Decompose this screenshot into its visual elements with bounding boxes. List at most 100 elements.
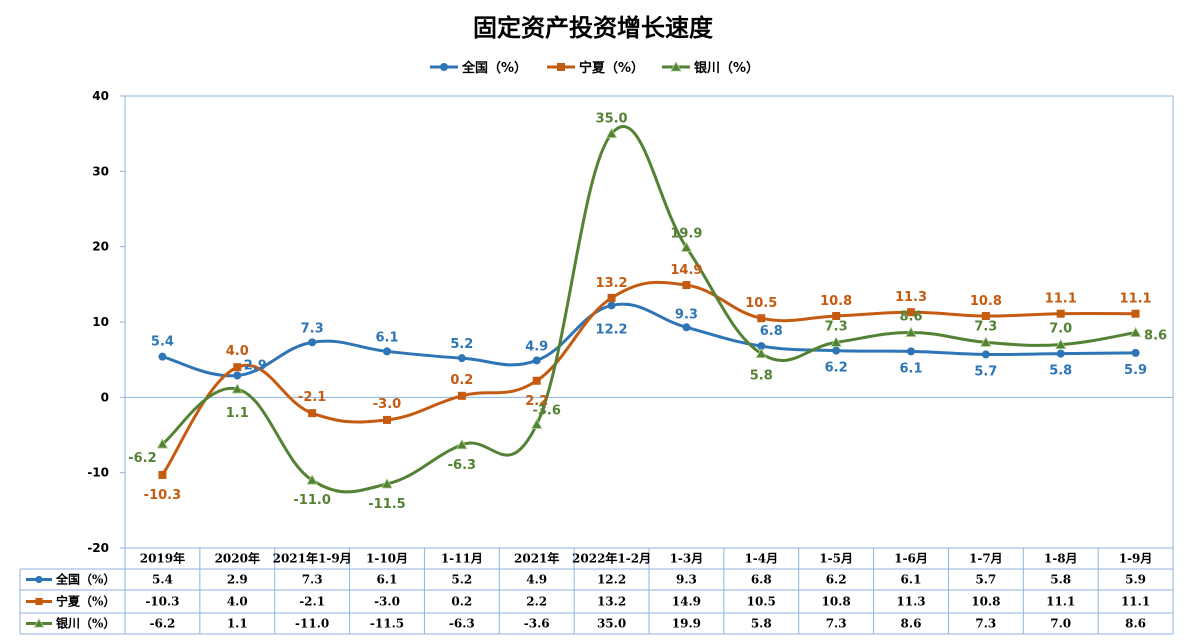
data-point — [531, 418, 543, 429]
data-label: -11.5 — [368, 497, 405, 512]
data-label: 19.9 — [670, 226, 702, 241]
table-row-label: 宁夏（%） — [56, 594, 115, 609]
table-cell: 6.8 — [751, 573, 772, 587]
x-tick-label: 1-7月 — [969, 552, 1003, 566]
table-cell: 7.3 — [975, 617, 996, 631]
data-label: 5.7 — [974, 364, 997, 379]
data-point — [757, 314, 766, 323]
data-label: 10.5 — [745, 296, 777, 311]
data-label: 0.2 — [450, 373, 473, 388]
data-label: -3.0 — [373, 397, 401, 412]
table-cell: 4.9 — [526, 573, 547, 587]
data-label: 7.3 — [974, 319, 997, 334]
data-label: 5.4 — [151, 335, 174, 350]
data-label: -6.3 — [448, 458, 476, 473]
x-tick-label: 1-9月 — [1119, 552, 1153, 566]
data-point — [457, 391, 466, 400]
x-tick-label: 1-11月 — [441, 552, 483, 566]
legend-label-0: 全国（%） — [461, 60, 527, 76]
table-cell: 5.4 — [152, 573, 173, 587]
data-point — [832, 346, 841, 355]
table-cell: 9.3 — [676, 573, 697, 587]
data-label: 9.3 — [675, 307, 698, 322]
data-point — [308, 338, 317, 347]
table-cell: -3.0 — [374, 595, 400, 609]
data-point — [682, 323, 691, 332]
table-cell: 10.8 — [971, 595, 1000, 609]
data-label: 12.2 — [596, 322, 628, 337]
y-tick-label: -10 — [87, 466, 109, 480]
x-tick-label: 2021年1-9月 — [273, 551, 352, 566]
table-cell: 1.1 — [227, 617, 248, 631]
legend-label-1: 宁夏（%） — [579, 60, 644, 76]
table-cell: 5.9 — [1125, 573, 1146, 587]
table-cell: 2.9 — [227, 573, 248, 587]
data-label: 5.8 — [750, 369, 773, 384]
data-label: 8.6 — [1144, 329, 1167, 344]
data-label: 6.2 — [825, 361, 848, 376]
table-cell: 11.3 — [896, 595, 925, 609]
data-point — [680, 241, 693, 252]
table-cell: 10.8 — [822, 595, 851, 609]
data-point — [383, 347, 391, 356]
table-cell: 14.9 — [672, 595, 701, 609]
data-label: 35.0 — [596, 112, 628, 127]
data-label: 7.3 — [825, 319, 848, 334]
data-point — [156, 438, 169, 449]
table-legend-marker — [35, 575, 43, 584]
data-point — [907, 308, 915, 317]
x-tick-label: 1-4月 — [744, 552, 778, 566]
table-cell: -3.6 — [524, 617, 550, 631]
x-tick-label: 1-5月 — [819, 552, 853, 566]
data-point — [607, 301, 616, 310]
table-cell: -10.3 — [145, 595, 179, 609]
legend-label-2: 银川（%） — [694, 60, 759, 76]
y-tick-label: 40 — [92, 89, 109, 103]
data-label: 10.8 — [970, 294, 1002, 309]
data-label: 2.9 — [244, 358, 267, 373]
table-cell: 8.6 — [1125, 617, 1146, 631]
data-point — [907, 347, 915, 356]
table-cell: -6.2 — [149, 617, 175, 631]
table-cell: 7.0 — [1050, 617, 1071, 631]
table-cell: 6.2 — [826, 573, 847, 587]
table-cell: 13.2 — [597, 595, 626, 609]
table-cell: -11.0 — [295, 617, 329, 631]
table-cell: 2.2 — [526, 595, 547, 609]
data-label: 6.1 — [375, 330, 398, 345]
data-point — [158, 470, 167, 479]
data-label: 8.6 — [899, 310, 922, 325]
table-cell: -6.3 — [449, 617, 475, 631]
table-legend-marker — [35, 597, 43, 606]
data-point — [981, 350, 990, 359]
data-label: -10.3 — [144, 488, 181, 503]
data-point — [532, 356, 541, 365]
data-point — [1056, 349, 1065, 358]
y-tick-label: 10 — [92, 315, 109, 329]
data-label: 7.0 — [1049, 322, 1072, 337]
data-point — [1129, 326, 1142, 337]
table-cell: 11.1 — [1046, 595, 1075, 609]
table-cell: 5.7 — [975, 573, 996, 587]
y-tick-label: 0 — [101, 390, 109, 404]
x-tick-label: 1-8月 — [1044, 552, 1078, 566]
data-point — [457, 354, 466, 363]
data-point — [231, 383, 243, 394]
data-point — [905, 326, 917, 337]
y-tick-label: 30 — [92, 164, 109, 178]
data-label: 6.1 — [899, 361, 922, 376]
data-point — [1056, 309, 1065, 318]
table-row-label: 银川（%） — [56, 616, 115, 631]
x-tick-label: 1-10月 — [366, 552, 408, 566]
data-point — [682, 281, 691, 290]
data-label: 1.1 — [226, 406, 249, 421]
data-point — [755, 347, 767, 359]
x-tick-label: 2019年 — [140, 551, 185, 566]
data-label: 5.8 — [1049, 364, 1072, 379]
data-point — [233, 371, 242, 380]
table-cell: 6.1 — [901, 573, 922, 587]
table-cell: -2.1 — [299, 595, 325, 609]
data-label: 4.9 — [525, 339, 548, 354]
data-point — [306, 474, 318, 485]
